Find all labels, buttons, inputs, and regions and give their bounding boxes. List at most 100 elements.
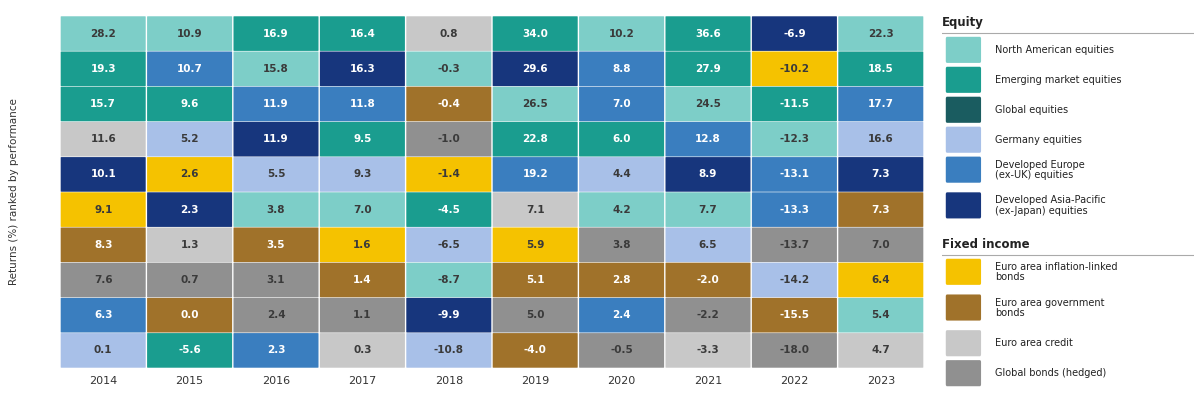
Text: 10.1: 10.1 [90,169,116,179]
FancyBboxPatch shape [61,298,145,332]
FancyBboxPatch shape [946,330,982,356]
Text: 4.4: 4.4 [612,169,631,179]
FancyBboxPatch shape [580,263,664,297]
Text: 7.0: 7.0 [353,204,372,214]
FancyBboxPatch shape [61,333,145,368]
FancyBboxPatch shape [148,157,232,192]
Text: 6.3: 6.3 [94,310,113,320]
FancyBboxPatch shape [320,228,404,262]
Text: -4.5: -4.5 [437,204,461,214]
Text: -0.3: -0.3 [438,64,460,74]
FancyBboxPatch shape [407,298,491,332]
Text: (ex-Japan) equities: (ex-Japan) equities [995,206,1087,216]
FancyBboxPatch shape [839,298,923,332]
FancyBboxPatch shape [61,122,145,156]
Text: 34.0: 34.0 [522,28,548,38]
Text: -14.2: -14.2 [779,275,810,285]
FancyBboxPatch shape [320,87,404,121]
Text: 2.3: 2.3 [266,345,286,355]
FancyBboxPatch shape [320,122,404,156]
Text: 1.1: 1.1 [353,310,372,320]
FancyBboxPatch shape [839,192,923,227]
Text: 4.7: 4.7 [871,345,890,355]
FancyBboxPatch shape [580,52,664,86]
Text: -3.3: -3.3 [697,345,719,355]
FancyBboxPatch shape [407,228,491,262]
FancyBboxPatch shape [946,67,982,93]
Text: 8.3: 8.3 [94,240,113,250]
Text: -6.9: -6.9 [784,28,805,38]
Text: North American equities: North American equities [995,45,1114,55]
Text: 2020: 2020 [607,376,636,386]
Text: 15.8: 15.8 [263,64,289,74]
Text: 5.1: 5.1 [526,275,545,285]
Text: -0.5: -0.5 [611,345,632,355]
FancyBboxPatch shape [61,263,145,297]
FancyBboxPatch shape [234,333,318,368]
Text: 10.2: 10.2 [608,28,635,38]
FancyBboxPatch shape [234,192,318,227]
Text: Returns (%) ranked by performance: Returns (%) ranked by performance [10,98,19,286]
Text: -2.0: -2.0 [697,275,719,285]
Text: 28.2: 28.2 [90,28,116,38]
FancyBboxPatch shape [493,157,577,192]
Text: 3.8: 3.8 [612,240,631,250]
FancyBboxPatch shape [234,87,318,121]
Text: 0.7: 0.7 [180,275,199,285]
Text: 2016: 2016 [262,376,290,386]
Text: 26.5: 26.5 [522,99,548,109]
Text: -11.5: -11.5 [780,99,810,109]
FancyBboxPatch shape [666,333,750,368]
FancyBboxPatch shape [666,228,750,262]
Text: 2.6: 2.6 [180,169,199,179]
Text: -9.9: -9.9 [438,310,460,320]
FancyBboxPatch shape [580,122,664,156]
Text: 2.8: 2.8 [612,275,631,285]
FancyBboxPatch shape [946,127,982,153]
FancyBboxPatch shape [493,263,577,297]
FancyBboxPatch shape [320,333,404,368]
Text: 8.9: 8.9 [698,169,718,179]
FancyBboxPatch shape [493,333,577,368]
FancyBboxPatch shape [752,52,836,86]
FancyBboxPatch shape [946,157,982,183]
Text: Euro area government: Euro area government [995,298,1104,308]
Text: 6.5: 6.5 [698,240,718,250]
FancyBboxPatch shape [234,157,318,192]
Text: -6.5: -6.5 [438,240,460,250]
Text: 3.1: 3.1 [266,275,286,285]
FancyBboxPatch shape [946,294,982,320]
FancyBboxPatch shape [493,192,577,227]
Text: -1.0: -1.0 [438,134,460,144]
Text: 1.3: 1.3 [180,240,199,250]
FancyBboxPatch shape [148,228,232,262]
Text: 7.0: 7.0 [612,99,631,109]
FancyBboxPatch shape [752,228,836,262]
Text: -10.2: -10.2 [780,64,810,74]
Text: 17.7: 17.7 [868,99,894,109]
Text: 11.9: 11.9 [263,99,289,109]
FancyBboxPatch shape [61,192,145,227]
FancyBboxPatch shape [946,259,982,285]
Text: -15.5: -15.5 [780,310,810,320]
FancyBboxPatch shape [407,87,491,121]
FancyBboxPatch shape [407,16,491,51]
FancyBboxPatch shape [407,157,491,192]
Text: 2.3: 2.3 [180,204,199,214]
Text: 5.0: 5.0 [526,310,545,320]
Text: 8.8: 8.8 [612,64,631,74]
Text: 9.5: 9.5 [353,134,372,144]
FancyBboxPatch shape [839,87,923,121]
Text: 0.0: 0.0 [180,310,199,320]
Text: 12.8: 12.8 [695,134,721,144]
Text: -12.3: -12.3 [780,134,810,144]
Text: 5.2: 5.2 [180,134,199,144]
Text: -10.8: -10.8 [434,345,463,355]
FancyBboxPatch shape [839,228,923,262]
Text: 7.1: 7.1 [526,204,545,214]
FancyBboxPatch shape [580,192,664,227]
Text: 22.8: 22.8 [522,134,548,144]
Text: 27.9: 27.9 [695,64,721,74]
FancyBboxPatch shape [839,157,923,192]
Text: 19.3: 19.3 [90,64,116,74]
